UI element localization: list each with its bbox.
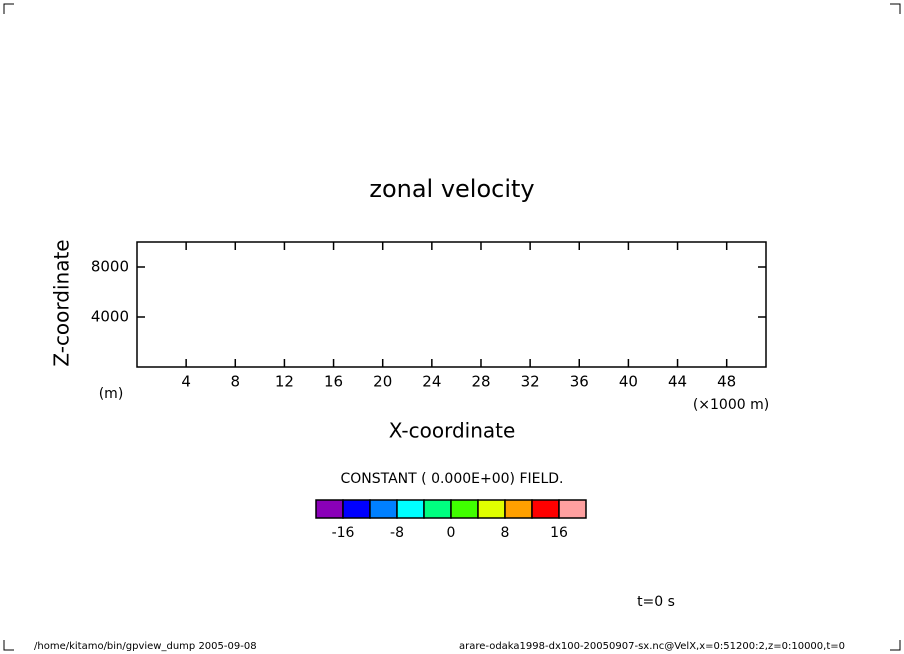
plot-frame bbox=[136, 241, 767, 368]
colorbar-tick-label: -16 bbox=[332, 525, 355, 541]
x-tick-label: 28 bbox=[471, 373, 490, 391]
time-label: t=0 s bbox=[637, 594, 675, 610]
x-tick-label: 36 bbox=[570, 373, 589, 391]
x-tick-label: 20 bbox=[373, 373, 392, 391]
y-unit: (m) bbox=[99, 386, 124, 402]
x-tick-label: 16 bbox=[324, 373, 343, 391]
colorbar-tick-label: 16 bbox=[550, 525, 568, 541]
colorbar-box bbox=[558, 499, 587, 519]
x-tick-label: 12 bbox=[275, 373, 294, 391]
colorbar-tick-label: 8 bbox=[501, 525, 510, 541]
x-tick-label: 44 bbox=[668, 373, 687, 391]
chart-title: zonal velocity bbox=[369, 175, 534, 203]
x-tick-label: 4 bbox=[181, 373, 191, 391]
colorbar-box bbox=[315, 499, 344, 519]
x-tick-label: 48 bbox=[717, 373, 736, 391]
y-tick-label: 4000 bbox=[91, 308, 129, 326]
colorbar-box bbox=[423, 499, 452, 519]
x-tick-label: 24 bbox=[422, 373, 441, 391]
x-tick-label: 32 bbox=[521, 373, 540, 391]
x-tick-label: 40 bbox=[619, 373, 638, 391]
footer-left: /home/kitamo/bin/gpview_dump 2005-09-08 bbox=[34, 641, 257, 652]
field-note: CONSTANT ( 0.000E+00) FIELD. bbox=[340, 471, 563, 487]
x-unit: (×1000 m) bbox=[693, 397, 769, 413]
colorbar-box bbox=[342, 499, 371, 519]
colorbar-box bbox=[477, 499, 506, 519]
x-axis-label: X-coordinate bbox=[389, 419, 516, 443]
colorbar-box bbox=[531, 499, 560, 519]
y-tick-label: 8000 bbox=[91, 258, 129, 276]
footer-right: arare-odaka1998-dx100-20050907-sx.nc@Vel… bbox=[459, 641, 845, 652]
colorbar-tick-label: -8 bbox=[390, 525, 404, 541]
y-axis-label: Z-coordinate bbox=[50, 239, 74, 366]
colorbar-box bbox=[504, 499, 533, 519]
x-tick-label: 8 bbox=[231, 373, 241, 391]
corner-marks bbox=[3, 3, 901, 651]
colorbar-box bbox=[450, 499, 479, 519]
colorbar-tick-label: 0 bbox=[447, 525, 456, 541]
colorbar-box bbox=[396, 499, 425, 519]
colorbar-box bbox=[369, 499, 398, 519]
